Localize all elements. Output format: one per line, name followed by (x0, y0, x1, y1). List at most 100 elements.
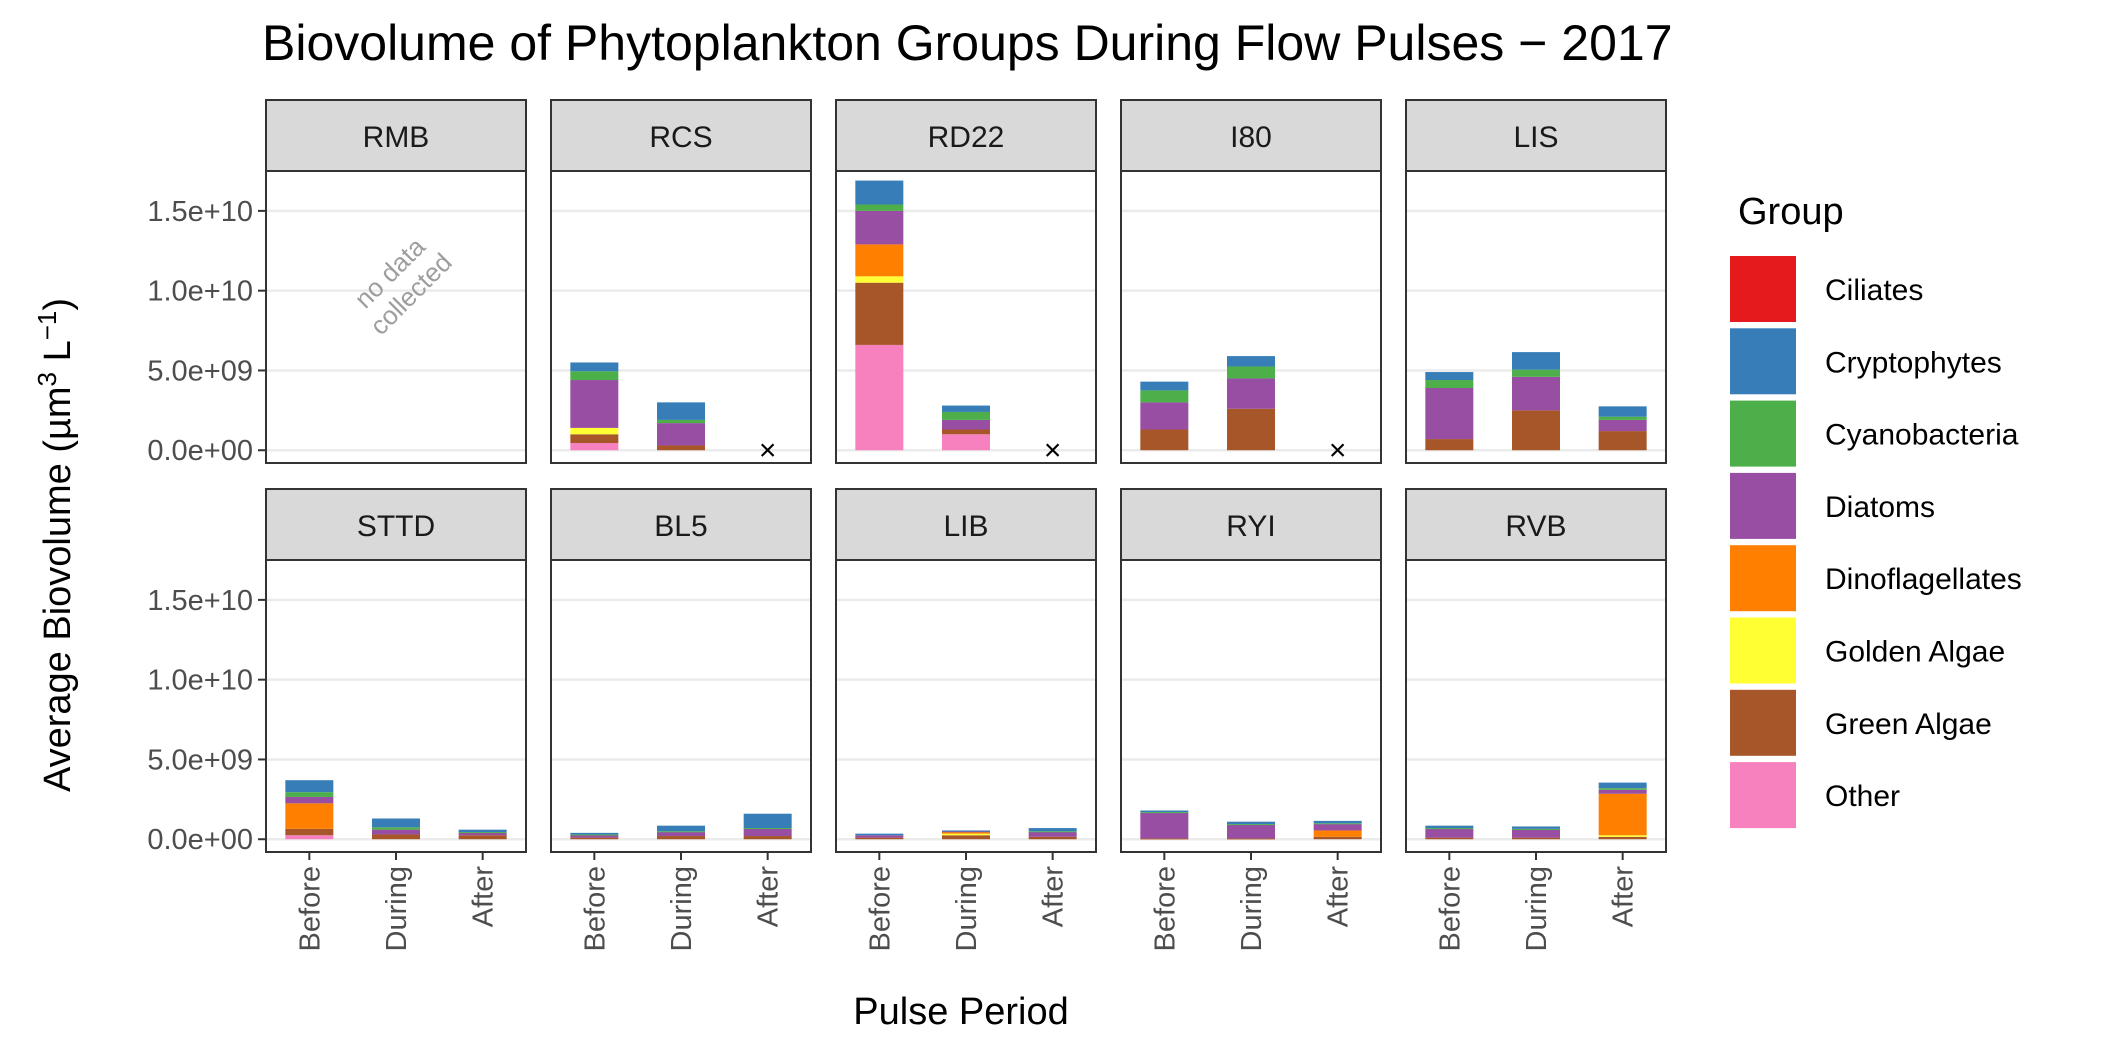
legend-item-cryptophytes: Cryptophytes (1730, 328, 2002, 395)
panel-sttd: STTD (265, 488, 527, 853)
facet-strip-label: I80 (1230, 121, 1272, 154)
bar-segment-dinoflagellates (942, 832, 990, 834)
y-axis-title: Average Biovolume (µm3 L−1) (32, 298, 79, 792)
panel-bl5: BL5 (550, 488, 812, 853)
legend-label: Cryptophytes (1825, 346, 2002, 379)
bar-segment-green-algae (1227, 838, 1275, 840)
bar-segment-diatoms (1512, 376, 1560, 411)
bar-segment-cryptophytes (1313, 820, 1362, 824)
panel-lis: LIS (1405, 99, 1667, 464)
legend-item-ciliates: Ciliates (1730, 256, 1923, 322)
bar-segment-diatoms (942, 419, 990, 430)
bar-segment-cyanobacteria (458, 832, 507, 834)
bar-segment-diatoms (855, 210, 904, 245)
legend-label: Golden Algae (1825, 636, 2005, 669)
bar-segment-diatoms (1227, 378, 1275, 409)
legend: Group Ciliates Cryptophytes Cyanobacteria D… (1730, 191, 2022, 829)
bar-segment-cryptophytes (657, 402, 705, 420)
y-tick-label: 1.5e+10 (147, 585, 253, 617)
bar-segment-green-algae (855, 837, 904, 840)
x-tick-label: After (753, 866, 785, 928)
bar-segment-diatoms (1028, 832, 1077, 837)
bar-segment-diatoms (1425, 828, 1474, 838)
bar-segment-cyanobacteria (1028, 831, 1077, 833)
panel-border (265, 170, 527, 464)
bar-segment-green-algae (570, 434, 619, 444)
bar-segment-green-algae (1140, 838, 1189, 840)
panel-background (266, 171, 526, 463)
y-tick-label: 1.0e+10 (147, 665, 253, 697)
x-tick-label: Before (1434, 866, 1466, 951)
missing-data-marker: × (759, 434, 777, 467)
bar-segment-green-algae (285, 828, 334, 836)
bar-segment-other (285, 835, 334, 840)
bar-segment-green-algae (372, 834, 420, 840)
bar-segment-other (942, 434, 990, 451)
bar-segment-green-algae (1598, 431, 1647, 451)
facet-strip-label: RVB (1505, 510, 1566, 543)
bar-segment-cryptophytes (1028, 828, 1077, 832)
bar-segment-diatoms (1512, 829, 1560, 838)
bar-segment-cyanobacteria (285, 792, 334, 797)
bar-segment-golden-algae (1598, 835, 1647, 837)
y-tick-label: 1.0e+10 (147, 276, 253, 308)
bar-segment-cryptophytes (1140, 381, 1189, 391)
bar-segment-cyanobacteria (1425, 380, 1474, 389)
legend-swatch (1730, 328, 1796, 395)
legend-label: Ciliates (1825, 274, 1923, 307)
bar-segment-diatoms (1425, 388, 1474, 440)
bar-segment-diatoms (1598, 789, 1647, 794)
bar-segment-cyanobacteria (570, 834, 619, 836)
panel-rcs: RCS × (550, 99, 812, 467)
bar-segment-cyanobacteria (372, 827, 420, 830)
bar-segment-green-algae (570, 837, 619, 840)
legend-swatch (1730, 689, 1796, 756)
bar-segment-green-algae (942, 835, 990, 840)
x-tick-label: After (1038, 866, 1070, 928)
x-tick-label: During (1521, 866, 1553, 951)
panel-rd22: RD22 × (835, 99, 1097, 467)
legend-swatch (1730, 400, 1796, 467)
bar-segment-diatoms (942, 831, 990, 833)
bar-segment-cryptophytes (1425, 372, 1474, 381)
bar-segment-diatoms (285, 796, 334, 804)
bar-segment-cyanobacteria (1227, 366, 1275, 379)
bar-segment-cyanobacteria (657, 831, 705, 833)
legend-label: Green Algae (1825, 708, 1992, 741)
facet-strip-label: LIB (943, 510, 988, 543)
bar-segment-golden-algae (942, 833, 990, 836)
bar-segment-cyanobacteria (570, 371, 619, 381)
legend-label: Cyanobacteria (1825, 419, 2019, 452)
bar-segment-cyanobacteria (743, 828, 792, 830)
bar-segment-diatoms (570, 380, 619, 428)
bar-segment-cyanobacteria (1425, 828, 1474, 830)
bar-segment-green-algae (1598, 836, 1647, 840)
bar-segment-cryptophytes (855, 833, 904, 836)
bar-segment-cyanobacteria (1313, 823, 1362, 825)
facet-strip (1405, 488, 1667, 561)
facet-strip-label: LIS (1513, 121, 1558, 154)
legend-swatch (1730, 545, 1796, 612)
facet-strip (835, 99, 1097, 172)
facet-strip-label: RD22 (928, 121, 1005, 154)
y-axis-title-unit: L (37, 340, 79, 372)
x-tick-label: Before (579, 866, 611, 951)
bar-segment-green-algae (657, 445, 705, 451)
bar-segment-cyanobacteria (1598, 788, 1647, 790)
bar-segment-diatoms (1227, 824, 1275, 839)
facet-strip-label: RMB (363, 121, 430, 154)
bar-segment-cyanobacteria (1512, 828, 1560, 830)
x-axes: Before During After Before During After Before… (294, 852, 1640, 951)
x-tick-label: After (1608, 866, 1640, 928)
bar-segment-cyanobacteria (1140, 812, 1189, 814)
bar-segment-cyanobacteria (1140, 390, 1189, 403)
y-axis-title-close: ) (37, 298, 79, 311)
facet-strip-label: STTD (357, 510, 435, 543)
y-tick-label: 5.0e+09 (147, 355, 253, 387)
bar-segment-green-algae (1425, 439, 1474, 451)
bar-segment-diatoms (1140, 402, 1189, 430)
x-tick-label: During (666, 866, 698, 951)
